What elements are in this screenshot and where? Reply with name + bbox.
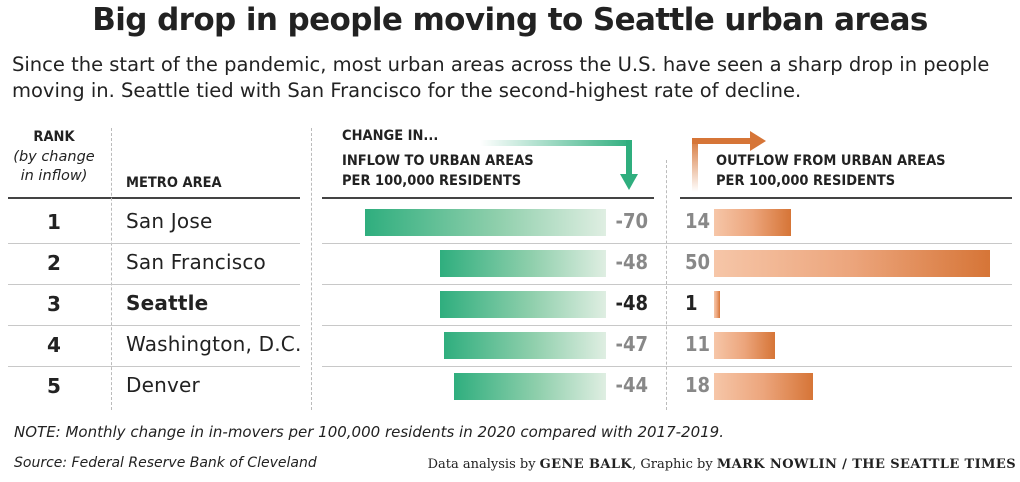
header-rule-outflow xyxy=(680,197,1012,199)
metro-name: San Jose xyxy=(126,209,213,233)
inflow-header-line1: INFLOW TO URBAN AREAS xyxy=(342,153,534,169)
rank-note: (by change in inflow) xyxy=(10,148,98,186)
footnote: NOTE: Monthly change in in-movers per 10… xyxy=(14,423,724,441)
rank-cell: 4 xyxy=(47,333,61,357)
divider-metro xyxy=(311,128,312,410)
inflow-header: INFLOW TO URBAN AREAS PER 100,000 RESIDE… xyxy=(342,151,642,191)
rank-header: RANK xyxy=(33,129,75,145)
chart-subtitle: Since the start of the pandemic, most ur… xyxy=(12,53,990,102)
inflow-bar xyxy=(454,373,606,400)
rank-cell: 2 xyxy=(47,251,61,275)
header-rule-left xyxy=(8,197,300,199)
inflow-value-label: -70 xyxy=(615,209,648,233)
rank-cell: 3 xyxy=(47,292,61,316)
inflow-value-label: -44 xyxy=(615,373,648,397)
outflow-bar xyxy=(714,209,792,236)
inflow-bar xyxy=(443,332,606,359)
credit-prefix: Data analysis by xyxy=(427,457,540,472)
row-divider xyxy=(322,243,1012,244)
outflow-value-label: 1 xyxy=(685,291,698,315)
row-divider xyxy=(322,325,1012,326)
divider-center xyxy=(666,160,667,410)
outflow-bar xyxy=(714,291,720,318)
outflow-value-label: 14 xyxy=(685,209,711,233)
metro-header: METRO AREA xyxy=(126,175,222,191)
metro-name: Denver xyxy=(126,373,200,397)
inflow-bar xyxy=(364,209,606,236)
divider-rank xyxy=(111,128,112,410)
outflow-bar xyxy=(714,332,775,359)
credit-line: Data analysis by GENE BALK, Graphic by M… xyxy=(384,457,1016,472)
outflow-bar xyxy=(714,250,990,277)
inflow-value-label: -48 xyxy=(615,291,648,315)
inflow-arrow-icon xyxy=(480,140,638,190)
inflow-value-label: -48 xyxy=(615,250,648,274)
row-divider xyxy=(322,366,1012,367)
inflow-bar xyxy=(440,291,606,318)
header-rule-inflow xyxy=(322,197,654,199)
row-divider xyxy=(8,284,300,285)
inflow-header-line2: PER 100,000 RESIDENTS xyxy=(342,173,522,189)
row-divider xyxy=(322,284,1012,285)
rank-note-line1: (by change xyxy=(13,149,95,165)
row-divider xyxy=(8,325,300,326)
row-divider xyxy=(8,243,300,244)
source-line: Source: Federal Reserve Bank of Clevelan… xyxy=(14,455,317,471)
outflow-value-label: 11 xyxy=(685,332,711,356)
metro-name: Washington, D.C. xyxy=(126,332,302,356)
credit-designer: MARK NOWLIN / THE SEATTLE TIMES xyxy=(716,457,1016,472)
credit-analyst: GENE BALK xyxy=(539,457,633,472)
rank-cell: 1 xyxy=(47,210,61,234)
row-divider xyxy=(8,366,300,367)
metro-name: Seattle xyxy=(126,291,209,315)
outflow-header-line2: PER 100,000 RESIDENTS xyxy=(716,173,896,189)
outflow-header-line1: OUTFLOW FROM URBAN AREAS xyxy=(716,153,946,169)
chart-title: Big drop in people moving to Seattle urb… xyxy=(92,2,928,38)
metro-name: San Francisco xyxy=(126,250,266,274)
inflow-value-label: -47 xyxy=(615,332,648,356)
outflow-value-label: 18 xyxy=(685,373,711,397)
outflow-value-label: 50 xyxy=(685,250,711,274)
change-header: CHANGE IN... xyxy=(342,128,439,144)
inflow-bar xyxy=(440,250,606,277)
outflow-bar xyxy=(714,373,814,400)
rank-cell: 5 xyxy=(47,374,61,398)
outflow-header: OUTFLOW FROM URBAN AREAS PER 100,000 RES… xyxy=(716,151,1016,191)
outflow-arrow-icon xyxy=(692,131,766,192)
rank-note-line2: in inflow) xyxy=(20,168,88,184)
credit-middle: , Graphic by xyxy=(632,457,717,472)
